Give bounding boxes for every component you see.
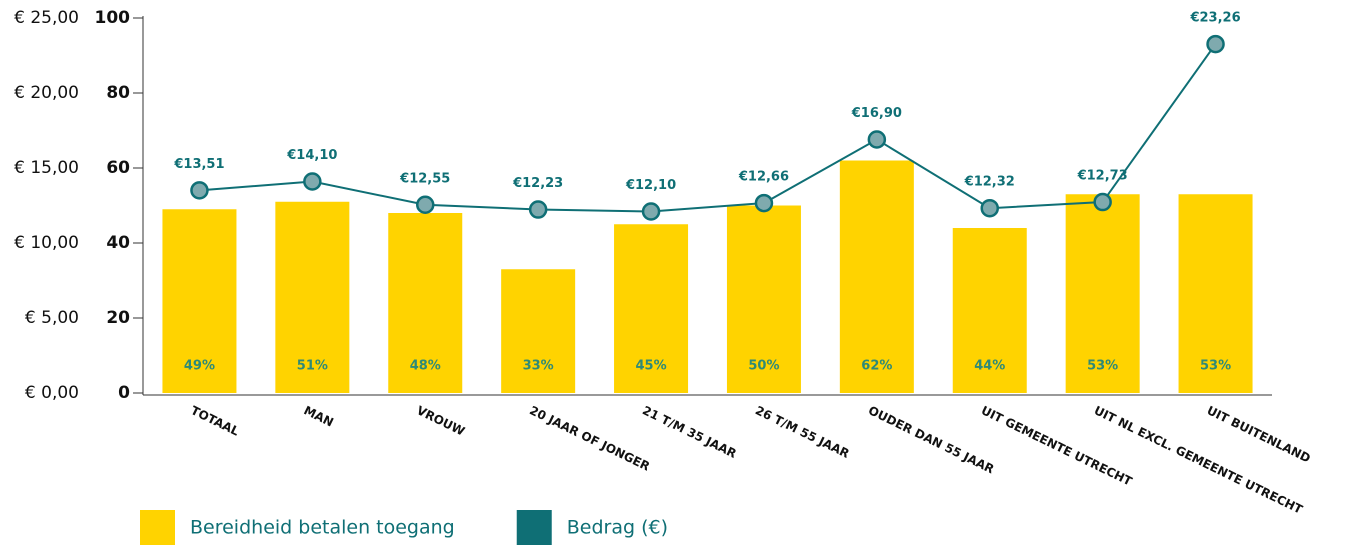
y2-tick-label: € 0,00 [25, 383, 79, 403]
x-tick-label: 26 T/M 55 JAAR [753, 403, 851, 461]
y2-tick-label: € 15,00 [14, 158, 79, 178]
bar [614, 224, 689, 393]
y-tick-label: 80 [106, 83, 130, 103]
bar-value-label: 49% [184, 359, 215, 374]
legend-label: Bedrag (€) [567, 517, 668, 539]
bar-value-label: 62% [861, 359, 892, 374]
legend-label: Bereidheid betalen toegang [190, 517, 455, 539]
x-tick-label: 21 T/M 35 JAAR [640, 403, 738, 461]
line-value-label: €12,73 [1077, 169, 1128, 184]
line-value-label: €12,10 [625, 178, 676, 193]
x-tick-label: TOTAAL [189, 403, 242, 438]
line [199, 43, 1217, 213]
y2-tick-label: € 20,00 [14, 83, 79, 103]
line-value-label: €12,32 [964, 175, 1015, 190]
line-value-label: €16,90 [851, 106, 902, 121]
x-tick-label: UIT NL EXCL. GEMEENTE UTRECHT [1092, 403, 1306, 517]
line-value-label: €12,23 [512, 176, 563, 191]
y2-tick-label: € 10,00 [14, 233, 79, 253]
x-tick-label: 20 JAAR OF JONGER [527, 403, 652, 473]
bar [162, 209, 237, 393]
bar [726, 205, 801, 393]
bar [1065, 194, 1140, 393]
x-tick-label: VROUW [414, 403, 467, 438]
line-marker [1206, 34, 1225, 54]
line-marker [754, 193, 774, 213]
line-marker [528, 200, 548, 219]
line-marker [980, 198, 999, 218]
y-tick-label: 20 [106, 308, 130, 328]
bar-value-label: 45% [635, 359, 666, 374]
y2-tick-label: € 25,00 [14, 8, 79, 28]
y-tick-label: 60 [106, 158, 130, 178]
line-value-label: €12,55 [399, 171, 450, 186]
line-marker [641, 202, 661, 221]
bar-value-label: 33% [523, 359, 554, 374]
bar [1178, 194, 1253, 393]
y-tick-label: 100 [95, 8, 131, 28]
line-marker [416, 195, 435, 214]
y-tick-label: 40 [106, 233, 130, 253]
line-value-label: €12,66 [738, 170, 789, 185]
y2-tick-label: € 5,00 [25, 308, 79, 328]
bar-value-label: 48% [410, 359, 441, 374]
bar-value-label: 44% [974, 359, 1005, 374]
bar-value-label: 53% [1087, 359, 1118, 374]
x-tick-label: MAN [302, 403, 336, 429]
legend-swatch [516, 510, 552, 545]
bar-value-label: 50% [748, 359, 779, 374]
x-tick-label: OUDER DAN 55 JAAR [866, 403, 996, 476]
bar [952, 228, 1027, 393]
line-marker [867, 130, 887, 149]
line-marker [1093, 192, 1112, 212]
bar [501, 269, 576, 393]
legend-swatch [140, 510, 175, 545]
line-marker [190, 181, 209, 200]
bar-value-label: 53% [1200, 359, 1231, 374]
bar [388, 213, 463, 393]
bar [275, 201, 350, 393]
x-tick-label: UIT BUITENLAND [1205, 403, 1313, 465]
y-tick-label: 0 [118, 383, 130, 403]
bar [839, 160, 914, 393]
line-marker [303, 172, 322, 191]
bar-value-label: 51% [297, 359, 328, 374]
line-value-label: €14,10 [286, 148, 337, 163]
line-value-label: €23,26 [1189, 11, 1240, 26]
line-value-label: €13,51 [173, 157, 224, 172]
